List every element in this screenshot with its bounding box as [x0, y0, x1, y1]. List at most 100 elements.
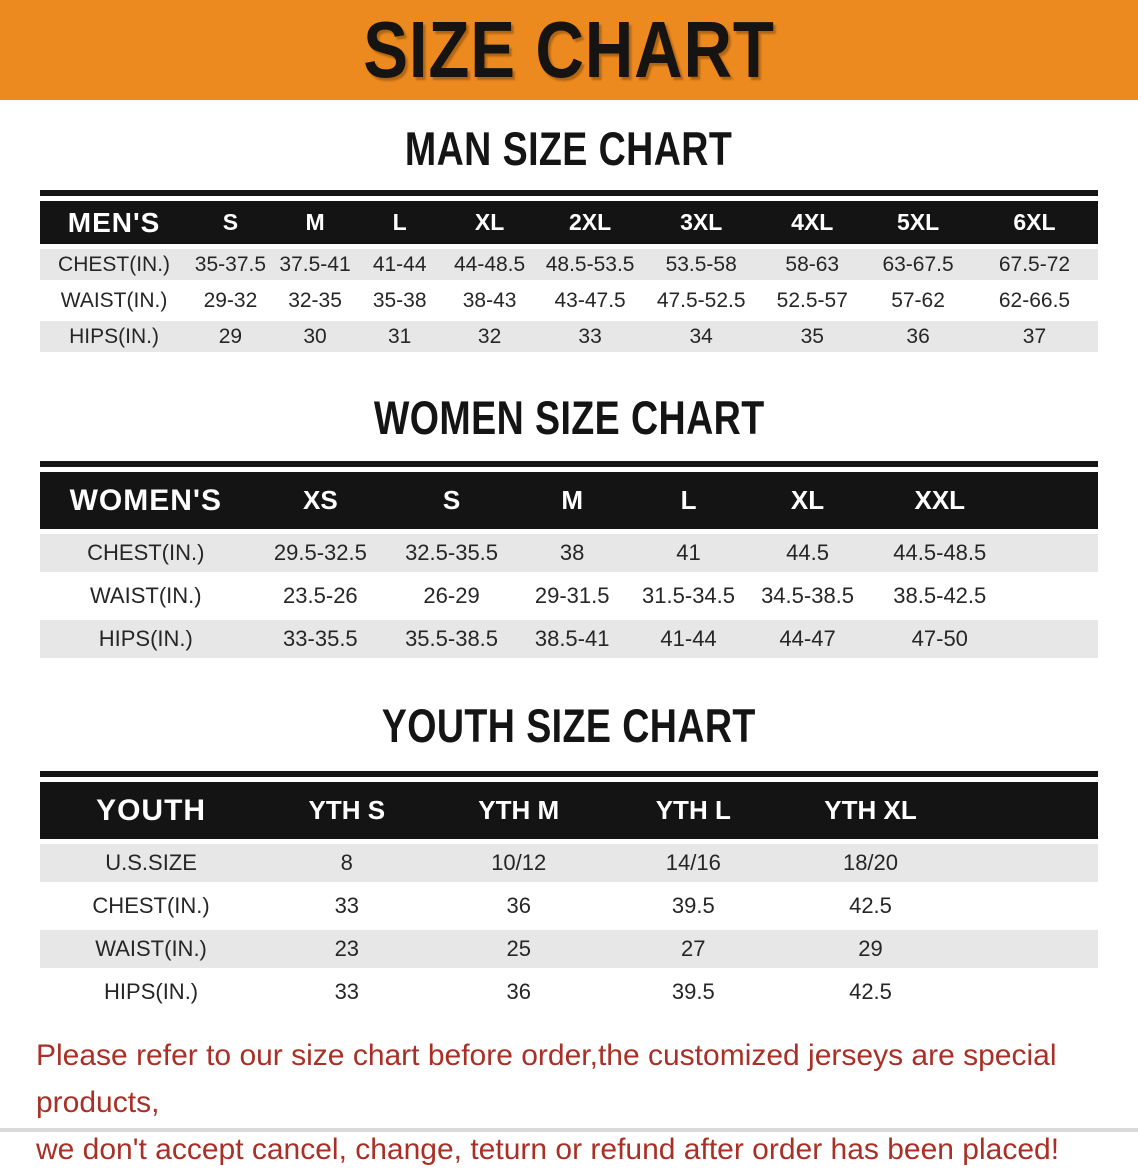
size-value-cell: 47-50 — [868, 620, 1012, 658]
row-label: WAIST(IN.) — [40, 930, 263, 968]
row-label: CHEST(IN.) — [40, 534, 252, 572]
size-value-cell: 36 — [865, 321, 971, 352]
size-value-cell: 37.5-41 — [272, 249, 358, 280]
women-size-table: WOMEN'S XS S M L XL XXL CHEST(IN.) 29.5-… — [40, 461, 1098, 663]
size-value-cell: 42.5 — [780, 887, 961, 925]
youth-section-heading-text: YOUTH SIZE CHART — [381, 699, 757, 752]
women-section-heading-text: WOMEN SIZE CHART — [373, 391, 765, 444]
youth-table-label: YOUTH — [40, 782, 263, 839]
youth-waist-row: WAIST(IN.) 23 25 27 29 — [40, 930, 1098, 968]
youth-header-row: YOUTH YTH S YTH M YTH L YTH XL — [40, 782, 1098, 839]
men-column-header: 6XL — [970, 201, 1098, 244]
men-column-header: M — [272, 201, 358, 244]
men-column-header: 3XL — [643, 201, 760, 244]
youth-section-heading: YOUTH SIZE CHART — [0, 699, 1138, 753]
row-label: U.S.SIZE — [40, 844, 263, 882]
size-value-cell: 8 — [262, 844, 432, 882]
size-value-cell: 38.5-42.5 — [868, 577, 1012, 615]
men-section-heading: MAN SIZE CHART — [0, 122, 1138, 176]
size-value-cell: 32 — [441, 321, 538, 352]
youth-size-chart-section: YOUTH SIZE CHART YOUTH YTH S YTH M YTH L… — [0, 699, 1138, 1016]
row-label: CHEST(IN.) — [40, 249, 189, 280]
row-label: WAIST(IN.) — [40, 285, 189, 316]
size-value-cell: 33 — [262, 973, 432, 1011]
empty-header-cell — [960, 782, 1098, 839]
size-value-cell: 39.5 — [606, 973, 781, 1011]
size-value-cell: 35 — [759, 321, 866, 352]
men-header-row: MEN'S S M L XL 2XL 3XL 4XL 5XL 6XL — [40, 201, 1098, 244]
men-column-header: 5XL — [865, 201, 971, 244]
size-value-cell: 29 — [780, 930, 961, 968]
size-value-cell: 27 — [606, 930, 781, 968]
size-value-cell: 23.5-26 — [251, 577, 390, 615]
youth-ussize-row: U.S.SIZE 8 10/12 14/16 18/20 — [40, 844, 1098, 882]
women-chest-row: CHEST(IN.) 29.5-32.5 32.5-35.5 38 41 44.… — [40, 534, 1098, 572]
men-table-label: MEN'S — [40, 201, 189, 244]
size-value-cell: 30 — [272, 321, 358, 352]
size-value-cell: 35.5-38.5 — [389, 620, 514, 658]
size-value-cell: 33 — [537, 321, 643, 352]
disclaimer-note: Please refer to our size chart before or… — [0, 1032, 1138, 1173]
disclaimer-line-2: we don't accept cancel, change, teturn o… — [36, 1133, 1060, 1166]
size-value-cell: 44.5 — [746, 534, 869, 572]
size-value-cell: 62-66.5 — [970, 285, 1098, 316]
bottom-edge-divider — [0, 1128, 1138, 1132]
men-column-header: XL — [441, 201, 538, 244]
size-value-cell: 38 — [513, 534, 631, 572]
size-value-cell: 26-29 — [389, 577, 514, 615]
women-waist-row: WAIST(IN.) 23.5-26 26-29 29-31.5 31.5-34… — [40, 577, 1098, 615]
empty-cell — [960, 930, 1098, 968]
size-value-cell: 34 — [643, 321, 760, 352]
size-value-cell: 47.5-52.5 — [643, 285, 760, 316]
size-value-cell: 33-35.5 — [251, 620, 390, 658]
size-value-cell: 25 — [431, 930, 606, 968]
men-size-table: MEN'S S M L XL 2XL 3XL 4XL 5XL 6XL CHEST… — [40, 190, 1098, 357]
youth-chest-row: CHEST(IN.) 33 36 39.5 42.5 — [40, 887, 1098, 925]
size-value-cell: 38-43 — [441, 285, 538, 316]
size-value-cell: 67.5-72 — [970, 249, 1098, 280]
men-column-header: S — [188, 201, 273, 244]
row-label: WAIST(IN.) — [40, 577, 252, 615]
women-column-header: XS — [251, 472, 390, 529]
women-column-header: L — [630, 472, 747, 529]
banner-title: SIZE CHART — [363, 5, 775, 94]
size-value-cell: 35-37.5 — [188, 249, 273, 280]
women-column-header: XXL — [868, 472, 1012, 529]
empty-cell — [960, 844, 1098, 882]
youth-size-table: YOUTH YTH S YTH M YTH L YTH XL U.S.SIZE … — [40, 771, 1098, 1016]
empty-header-cell — [1011, 472, 1098, 529]
row-label: CHEST(IN.) — [40, 887, 263, 925]
men-column-header: 4XL — [759, 201, 866, 244]
size-value-cell: 23 — [262, 930, 432, 968]
empty-cell — [1011, 534, 1098, 572]
size-value-cell: 31 — [357, 321, 442, 352]
women-column-header: M — [513, 472, 631, 529]
women-column-header: XL — [746, 472, 869, 529]
size-value-cell: 29.5-32.5 — [251, 534, 390, 572]
size-value-cell: 44-48.5 — [441, 249, 538, 280]
women-header-row: WOMEN'S XS S M L XL XXL — [40, 472, 1098, 529]
banner: SIZE CHART — [0, 0, 1138, 100]
size-value-cell: 58-63 — [759, 249, 866, 280]
row-label: HIPS(IN.) — [40, 973, 263, 1011]
empty-cell — [960, 973, 1098, 1011]
row-label: HIPS(IN.) — [40, 620, 252, 658]
men-column-header: L — [357, 201, 442, 244]
size-value-cell: 41-44 — [357, 249, 442, 280]
size-value-cell: 57-62 — [865, 285, 971, 316]
size-value-cell: 38.5-41 — [513, 620, 631, 658]
size-value-cell: 48.5-53.5 — [537, 249, 643, 280]
women-table-label: WOMEN'S — [40, 472, 252, 529]
women-size-chart-section: WOMEN SIZE CHART WOMEN'S XS S M L XL XXL — [0, 391, 1138, 663]
empty-cell — [1011, 577, 1098, 615]
size-value-cell: 37 — [970, 321, 1098, 352]
youth-column-header: YTH S — [262, 782, 432, 839]
disclaimer-line-1: Please refer to our size chart before or… — [36, 1039, 1057, 1119]
men-waist-row: WAIST(IN.) 29-32 32-35 35-38 38-43 43-47… — [40, 285, 1098, 316]
size-value-cell: 44-47 — [746, 620, 869, 658]
size-value-cell: 14/16 — [606, 844, 781, 882]
size-value-cell: 36 — [431, 887, 606, 925]
size-value-cell: 10/12 — [431, 844, 606, 882]
men-chest-row: CHEST(IN.) 35-37.5 37.5-41 41-44 44-48.5… — [40, 249, 1098, 280]
youth-column-header: YTH L — [606, 782, 781, 839]
